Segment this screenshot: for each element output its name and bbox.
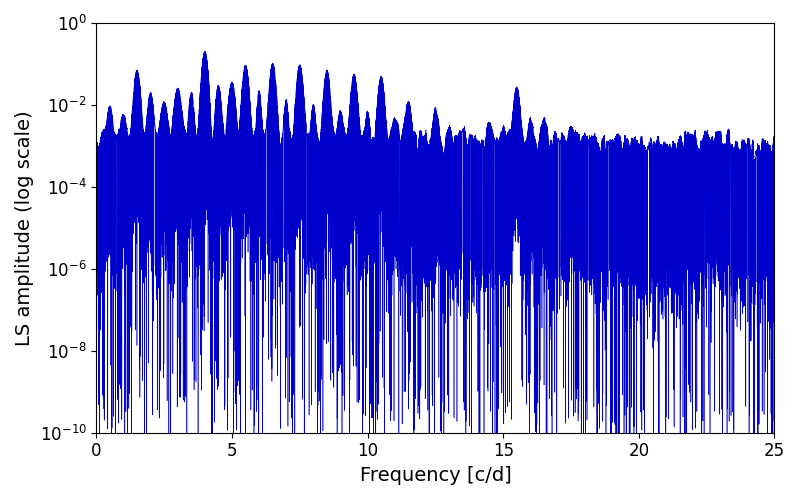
Y-axis label: LS amplitude (log scale): LS amplitude (log scale) [15, 110, 34, 346]
X-axis label: Frequency [c/d]: Frequency [c/d] [359, 466, 511, 485]
